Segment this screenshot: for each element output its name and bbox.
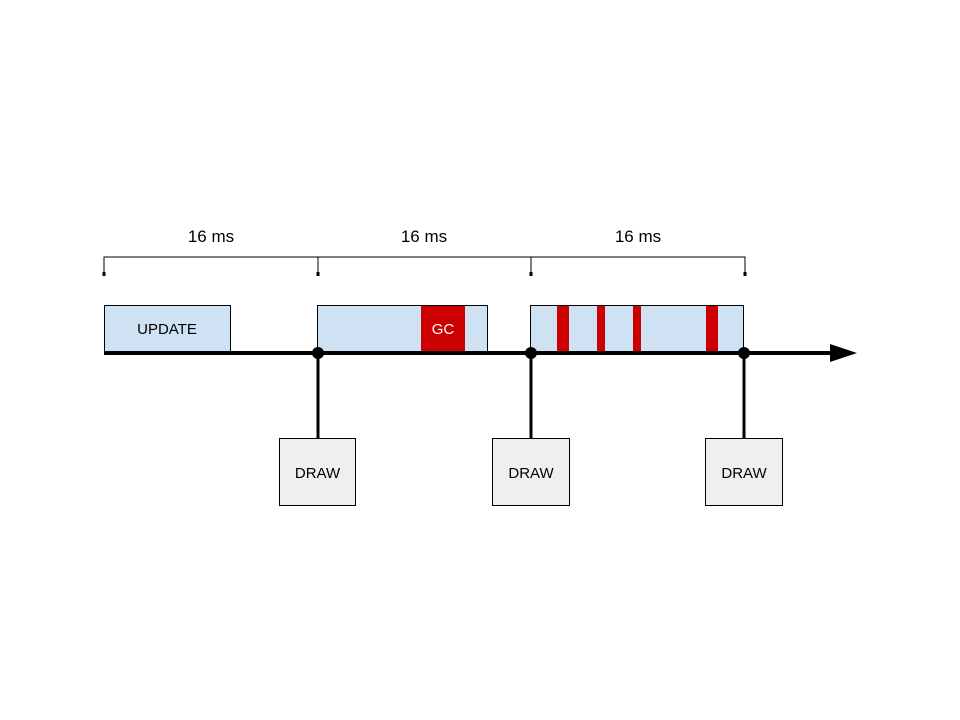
update-label: UPDATE xyxy=(137,321,197,338)
bracket-end-marker xyxy=(102,272,106,276)
draw-label-2: DRAW xyxy=(508,465,554,482)
draw-label-3: DRAW xyxy=(721,465,767,482)
gc-slice xyxy=(633,306,641,351)
interval-bracket-2 xyxy=(318,256,532,276)
gc-slice xyxy=(557,306,569,351)
draw-label-1: DRAW xyxy=(295,465,341,482)
gc-slice xyxy=(706,306,718,351)
interval-brackets xyxy=(103,256,746,276)
draw-box-3 xyxy=(705,438,783,506)
update-block xyxy=(104,305,231,352)
draw-box-1 xyxy=(279,438,356,506)
bracket-end-markers xyxy=(102,272,747,276)
timeline-arrowhead xyxy=(830,344,857,362)
bracket-end-marker xyxy=(316,272,320,276)
vsync-dot-1 xyxy=(312,347,324,359)
interval-label-2: 16 ms xyxy=(401,227,447,246)
gc-slice xyxy=(597,306,605,351)
interval-label-1: 16 ms xyxy=(188,227,234,246)
gc-block xyxy=(421,306,465,351)
gc-label: GC xyxy=(432,321,455,338)
interval-bracket-3 xyxy=(531,256,746,276)
draw-box-2 xyxy=(492,438,570,506)
interval-label-3: 16 ms xyxy=(615,227,661,246)
bracket-end-marker xyxy=(529,272,533,276)
interval-bracket-1 xyxy=(103,256,319,276)
bracket-end-marker xyxy=(743,272,747,276)
vsync-dot-3 xyxy=(738,347,750,359)
vsync-dot-2 xyxy=(525,347,537,359)
